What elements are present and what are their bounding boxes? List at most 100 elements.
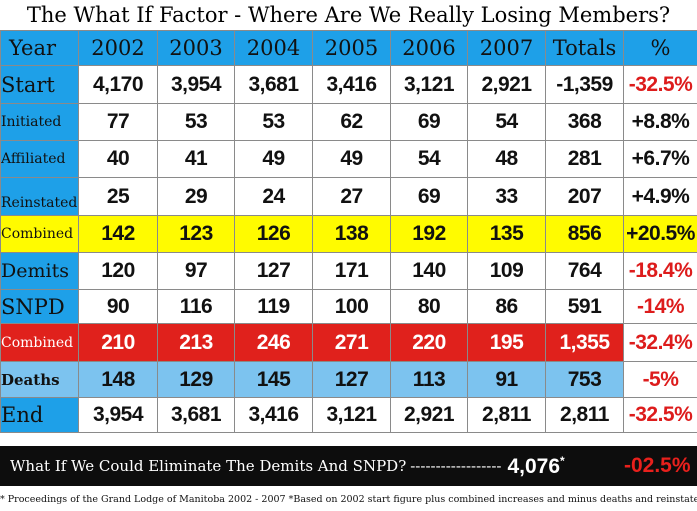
cell-value: 3,121 [390, 65, 468, 104]
cell-value: 27 [312, 177, 391, 216]
row-snpd: SNPD 90 116 119 100 80 86 591 -14% [0, 289, 697, 324]
cell-value: 2,811 [467, 397, 546, 433]
cell-value: 109 [467, 252, 546, 290]
row-label: Deaths [0, 361, 79, 398]
cell-percent: -18.4% [623, 252, 697, 290]
header-2007: 2007 [467, 30, 546, 66]
header-totals: Totals [545, 30, 624, 66]
row-label: SNPD [0, 289, 79, 324]
cell-total: 2,811 [545, 397, 624, 433]
cell-value: 129 [157, 361, 235, 398]
cell-value: 54 [467, 103, 546, 141]
row-label: Demits [0, 252, 79, 290]
cell-value: 3,416 [234, 397, 313, 433]
cell-value: 4,170 [78, 65, 158, 104]
cell-value: 210 [78, 323, 158, 362]
footnote: * Proceedings of the Grand Lodge of Mani… [0, 494, 697, 505]
row-combined-losses: Combined 210 213 246 271 220 195 1,355 -… [0, 323, 697, 362]
header-year: Year [0, 30, 79, 66]
cell-value: 3,954 [78, 397, 158, 433]
cell-value: 120 [78, 252, 158, 290]
cell-value: 90 [78, 289, 158, 324]
cell-value: 97 [157, 252, 235, 290]
row-affiliated: Affiliated 40 41 49 49 54 48 281 +6.7% [0, 140, 697, 178]
cell-total: 1,355 [545, 323, 624, 362]
what-if-question: What If We Could Eliminate The Demits An… [10, 457, 407, 475]
cell-value: 29 [157, 177, 235, 216]
cell-value: 86 [467, 289, 546, 324]
cell-value: 49 [234, 140, 313, 178]
header-percent: % [623, 30, 697, 66]
cell-value: 62 [312, 103, 391, 141]
membership-table: Year 2002 2003 2004 2005 2006 2007 Total… [0, 30, 697, 433]
cell-percent: -32.4% [623, 323, 697, 362]
cell-value: 3,681 [157, 397, 235, 433]
row-label: Initiated [0, 103, 79, 141]
cell-value: 2,921 [467, 65, 546, 104]
cell-value: 49 [312, 140, 391, 178]
what-if-number: 4,076 [507, 454, 561, 478]
cell-value: 135 [467, 215, 546, 253]
cell-value: 100 [312, 289, 391, 324]
cell-value: 3,416 [312, 65, 391, 104]
cell-percent: +4.9% [623, 177, 697, 216]
cell-value: 119 [234, 289, 313, 324]
what-if-mark: * [560, 453, 565, 468]
cell-percent: -14% [623, 289, 697, 324]
cell-value: 142 [78, 215, 158, 253]
cell-value: 53 [157, 103, 235, 141]
cell-percent: -5% [623, 361, 697, 398]
row-combined-gains: Combined 142 123 126 138 192 135 856 +20… [0, 215, 697, 253]
cell-value: 192 [390, 215, 468, 253]
what-if-dashes: ------------------ [410, 457, 502, 475]
cell-percent: -32.5% [623, 397, 697, 433]
cell-value: 69 [390, 103, 468, 141]
cell-value: 3,681 [234, 65, 313, 104]
cell-total: 281 [545, 140, 624, 178]
cell-total: 207 [545, 177, 624, 216]
cell-value: 91 [467, 361, 546, 398]
cell-total: 591 [545, 289, 624, 324]
cell-percent: +6.7% [623, 140, 697, 178]
cell-value: 123 [157, 215, 235, 253]
row-label: Reinstated [0, 177, 79, 216]
cell-value: 41 [157, 140, 235, 178]
what-if-bar: What If We Could Eliminate The Demits An… [0, 446, 697, 486]
cell-value: 140 [390, 252, 468, 290]
cell-value: 33 [467, 177, 546, 216]
cell-value: 271 [312, 323, 391, 362]
cell-value: 213 [157, 323, 235, 362]
row-demits: Demits 120 97 127 171 140 109 764 -18.4% [0, 252, 697, 290]
cell-value: 53 [234, 103, 313, 141]
cell-value: 127 [312, 361, 391, 398]
cell-value: 220 [390, 323, 468, 362]
cell-value: 126 [234, 215, 313, 253]
row-label: End [0, 397, 79, 433]
cell-total: -1,359 [545, 65, 624, 104]
cell-percent: -32.5% [623, 65, 697, 104]
cell-value: 77 [78, 103, 158, 141]
cell-percent: +8.8% [623, 103, 697, 141]
header-row: Year 2002 2003 2004 2005 2006 2007 Total… [0, 30, 697, 66]
cell-value: 127 [234, 252, 313, 290]
row-end: End 3,954 3,681 3,416 3,121 2,921 2,811 … [0, 397, 697, 433]
row-label: Affiliated [0, 140, 79, 178]
what-if-value: 4,076* [507, 454, 564, 479]
header-2005: 2005 [312, 30, 391, 66]
page-title: The What If Factor - Where Are We Really… [26, 3, 671, 27]
cell-value: 2,921 [390, 397, 468, 433]
header-2002: 2002 [78, 30, 158, 66]
cell-total: 856 [545, 215, 624, 253]
cell-value: 54 [390, 140, 468, 178]
header-2006: 2006 [390, 30, 468, 66]
row-deaths: Deaths 148 129 145 127 113 91 753 -5% [0, 361, 697, 398]
cell-total: 764 [545, 252, 624, 290]
cell-percent: +20.5% [623, 215, 697, 253]
cell-value: 246 [234, 323, 313, 362]
cell-value: 148 [78, 361, 158, 398]
cell-total: 368 [545, 103, 624, 141]
cell-value: 138 [312, 215, 391, 253]
cell-value: 40 [78, 140, 158, 178]
row-label: Start [0, 65, 79, 104]
cell-value: 171 [312, 252, 391, 290]
